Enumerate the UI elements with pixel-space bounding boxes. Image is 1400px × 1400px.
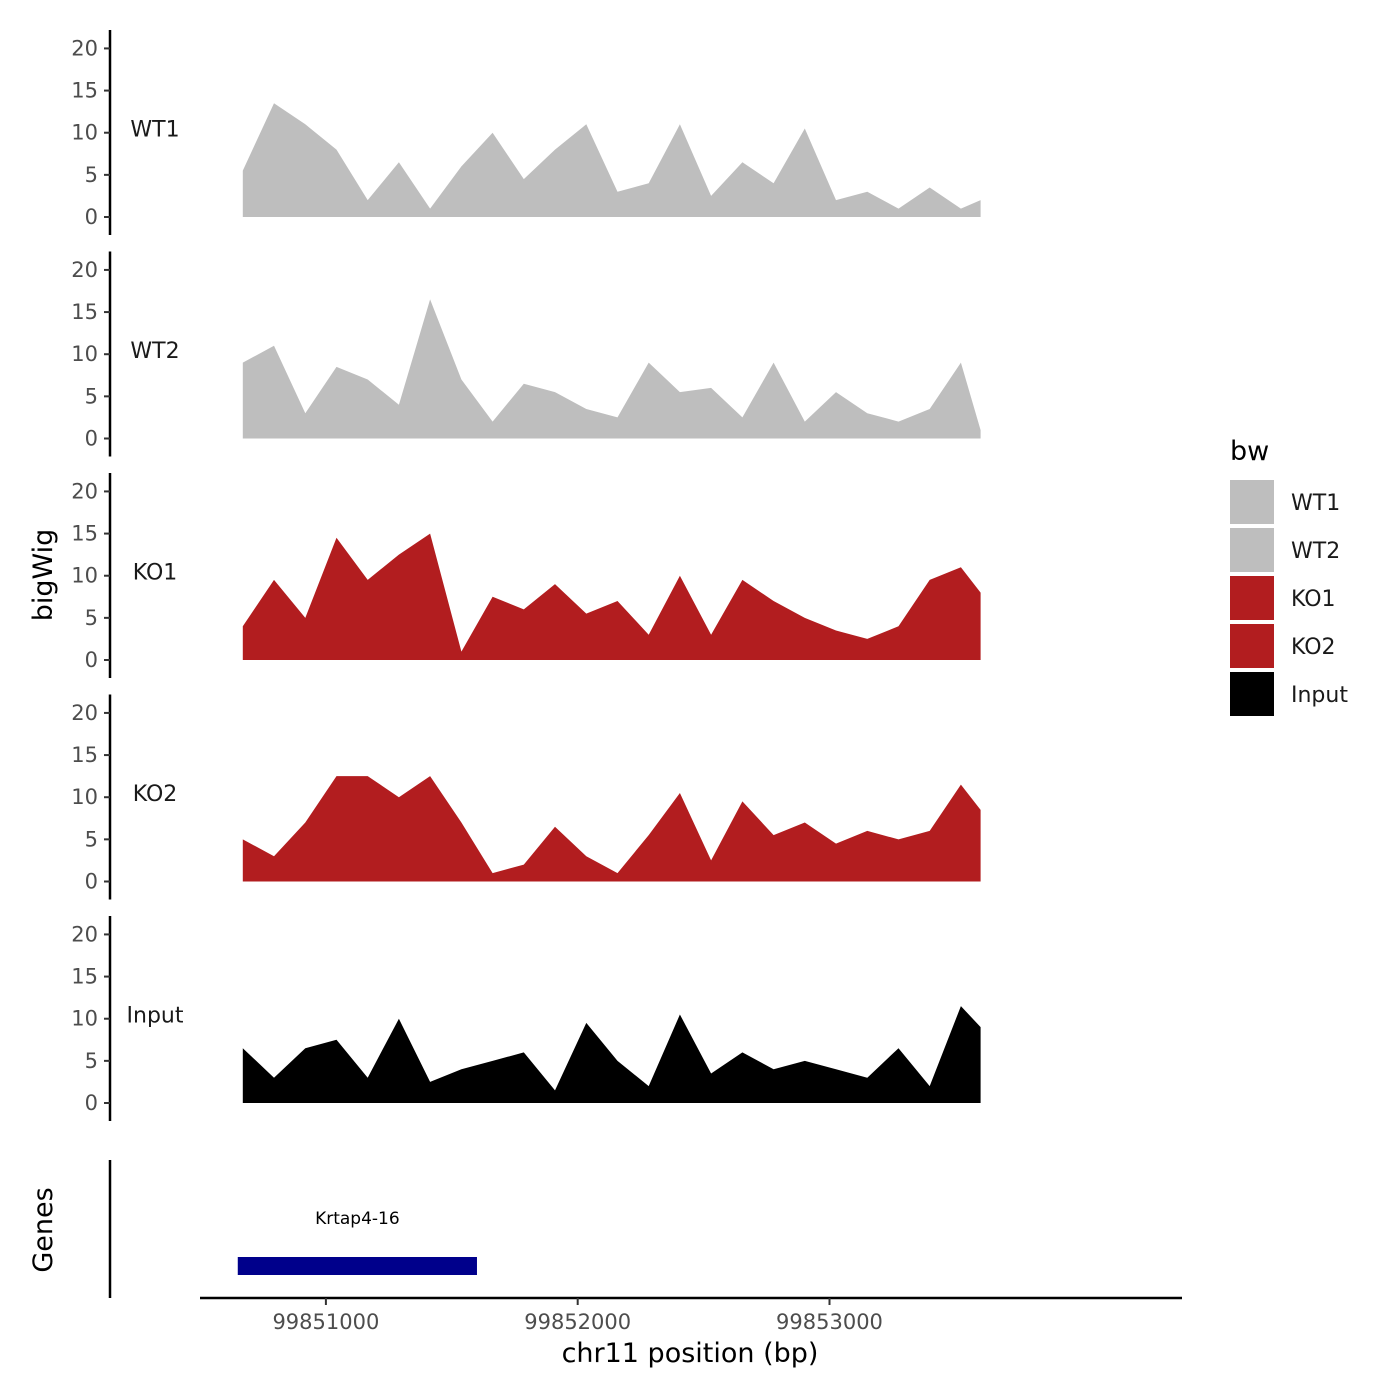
track-panel-KO1: 0 5 10 15 20 KO1 xyxy=(71,473,981,678)
y-tick-label: 10 xyxy=(71,1007,98,1031)
legend-label: KO1 xyxy=(1291,587,1336,612)
coverage-area-WT1 xyxy=(242,103,981,217)
y-tick-label: 0 xyxy=(85,205,98,229)
y-tick-label: 20 xyxy=(71,701,98,725)
genes-axis-title: Genes xyxy=(28,1187,59,1272)
track-label: KO1 xyxy=(133,561,178,586)
track-label: WT2 xyxy=(130,339,179,364)
y-tick-label: 5 xyxy=(85,827,98,851)
legend-label: WT2 xyxy=(1291,539,1340,564)
coverage-area-WT2 xyxy=(242,299,981,439)
y-tick-label: 20 xyxy=(71,922,98,946)
y-tick-label: 5 xyxy=(85,163,98,187)
y-tick-label: 0 xyxy=(85,870,98,894)
y-tick-label: 15 xyxy=(71,79,98,103)
y-tick-label: 0 xyxy=(85,1091,98,1115)
y-tick-label: 10 xyxy=(71,342,98,366)
gene-bar xyxy=(237,1257,477,1275)
track-label: WT1 xyxy=(130,118,179,143)
y-tick-label: 20 xyxy=(71,36,98,60)
legend-label: Input xyxy=(1291,683,1348,708)
y-tick-label: 10 xyxy=(71,121,98,145)
y-tick-label: 0 xyxy=(85,427,98,451)
y-tick-label: 20 xyxy=(71,258,98,282)
y-tick-label: 15 xyxy=(71,965,98,989)
y-tick-label: 15 xyxy=(71,522,98,546)
legend-swatch-KO2 xyxy=(1230,624,1274,668)
legend-label: KO2 xyxy=(1291,635,1336,660)
legend: bw WT1 WT2 KO1 KO2 Input xyxy=(1230,436,1348,716)
x-tick-label: 99853000 xyxy=(776,1310,883,1334)
y-tick-label: 10 xyxy=(71,564,98,588)
y-tick-label: 5 xyxy=(85,384,98,408)
track-panel-WT1: 0 5 10 15 20 WT1 xyxy=(71,30,981,235)
track-label: Input xyxy=(127,1004,184,1029)
legend-title: bw xyxy=(1230,436,1269,467)
track-label: KO2 xyxy=(133,782,178,807)
legend-swatch-Input xyxy=(1230,672,1274,716)
y-tick-label: 5 xyxy=(85,1049,98,1073)
legend-swatch-KO1 xyxy=(1230,576,1274,620)
coverage-area-KO2 xyxy=(242,776,981,882)
track-panel-KO2: 0 5 10 15 20 KO2 xyxy=(71,694,981,900)
y-tick-label: 10 xyxy=(71,785,98,809)
y-tick-label: 15 xyxy=(71,743,98,767)
y-tick-label: 15 xyxy=(71,300,98,324)
x-axis-title: chr11 position (bp) xyxy=(562,1338,819,1369)
legend-label: WT1 xyxy=(1291,491,1340,516)
coverage-area-Input xyxy=(242,1006,981,1103)
genes-panel: Krtap4-16 xyxy=(108,1160,477,1298)
track-panels: 0 5 10 15 20 WT1 0 5 10 15 20 WT2 0 5 10 15 20 KO1 0 5 10 15 2… xyxy=(71,30,981,1121)
y-tick-label: 5 xyxy=(85,606,98,630)
legend-swatch-WT2 xyxy=(1230,528,1274,572)
x-axis: 99851000 99852000 99853000 xyxy=(200,1296,1182,1334)
y-tick-label: 20 xyxy=(71,479,98,503)
y-tick-label: 0 xyxy=(85,648,98,672)
legend-swatch-WT1 xyxy=(1230,480,1274,524)
track-panel-Input: 0 5 10 15 20 Input xyxy=(71,916,981,1121)
x-tick-label: 99852000 xyxy=(524,1310,631,1334)
x-tick-label: 99851000 xyxy=(272,1310,379,1334)
coverage-area-KO1 xyxy=(242,533,981,660)
y-axis-title: bigWig xyxy=(28,529,59,622)
track-panel-WT2: 0 5 10 15 20 WT2 xyxy=(71,251,981,457)
gene-label: Krtap4-16 xyxy=(315,1209,400,1229)
